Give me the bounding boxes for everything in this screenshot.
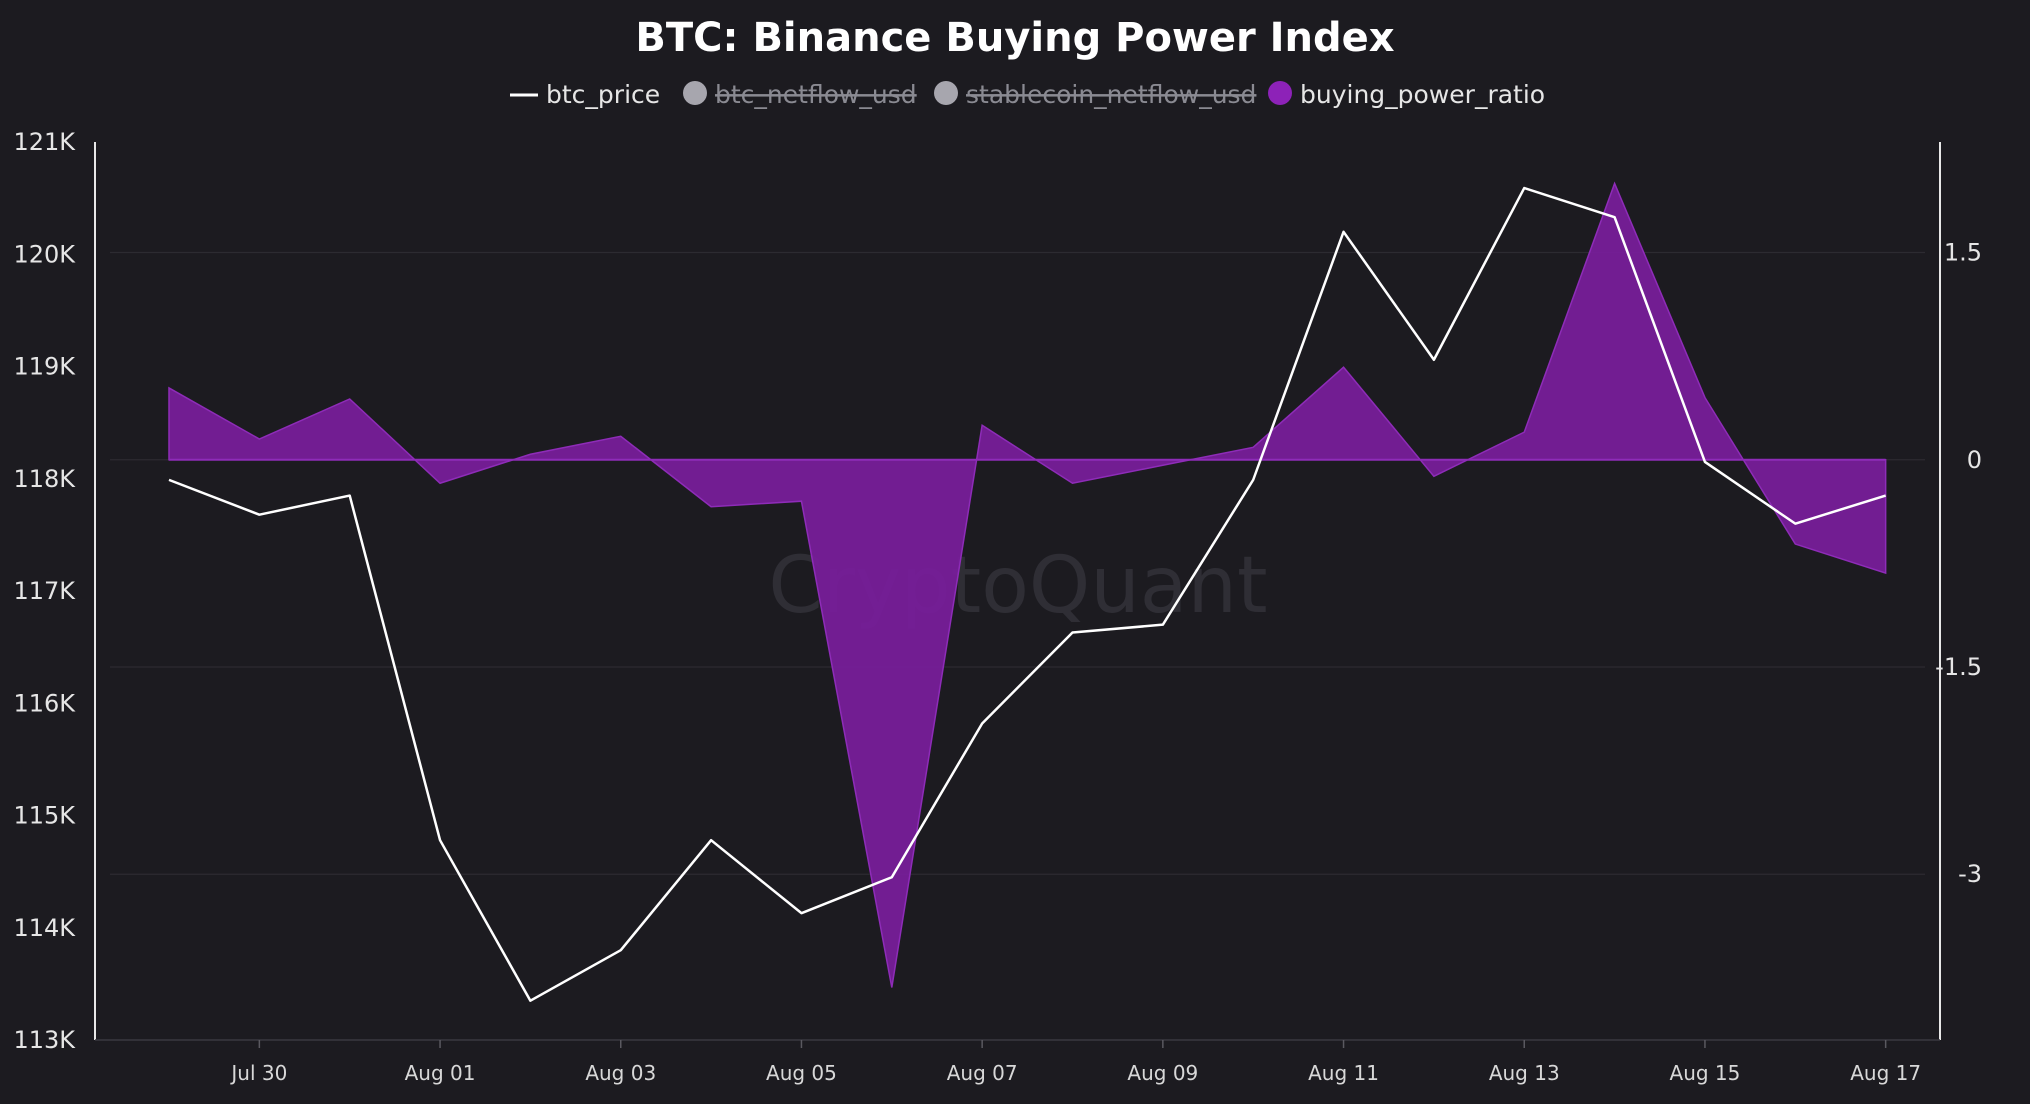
buying-power-area-layer (168, 181, 1887, 988)
left-tick-label: 118K (13, 465, 76, 493)
right-tick-label: 1.5 (1944, 239, 1982, 267)
right-axis-ticks: 1.5 0 -1.5 -3 (1935, 239, 1982, 889)
x-tick-label: Aug 07 (947, 1061, 1018, 1085)
x-tick-label: Aug 03 (585, 1061, 656, 1085)
legend-entry-label: btc_price (546, 80, 660, 109)
x-axis-ticks: Jul 30 Aug 01 Aug 03 Aug 05 Aug 07 Aug 09 Aug … (229, 1040, 1921, 1085)
x-tick-label: Aug 11 (1308, 1061, 1379, 1085)
chart-legend: btc_price btc_netflow_usd stablecoin_netfl… (510, 80, 1545, 109)
right-tick-label: -1.5 (1935, 653, 1982, 681)
buying-power-area (168, 181, 1887, 988)
left-tick-label: 120K (13, 240, 76, 268)
left-tick-label: 119K (13, 353, 76, 381)
legend-entry-label: buying_power_ratio (1300, 80, 1545, 109)
x-tick-label: Aug 01 (405, 1061, 476, 1085)
legend-dot-swatch (934, 81, 958, 105)
left-tick-label: 116K (13, 689, 76, 717)
btc-price-line (168, 186, 1887, 1002)
right-tick-label: -3 (1958, 860, 1982, 888)
left-axis-ticks: 113K 114K 115K 116K 117K 118K 119K 120K 121K (13, 128, 76, 1054)
right-tick-label: 0 (1967, 446, 1982, 474)
btc-price-line-layer (168, 186, 1887, 1002)
x-tick-label: Aug 17 (1850, 1061, 1921, 1085)
left-tick-label: 117K (13, 577, 76, 605)
x-tick-label: Aug 13 (1489, 1061, 1560, 1085)
x-tick-label: Aug 05 (766, 1061, 837, 1085)
legend-dot-swatch (683, 81, 707, 105)
left-tick-label: 113K (13, 1026, 76, 1054)
left-tick-label: 115K (13, 802, 76, 830)
x-tick-label: Aug 09 (1127, 1061, 1198, 1085)
legend-entry-label: btc_netflow_usd (715, 80, 917, 109)
legend-entry-label: stablecoin_netflow_usd (966, 80, 1256, 109)
axes (94, 142, 1941, 1041)
x-tick-label: Jul 30 (229, 1061, 287, 1085)
x-tick-label: Aug 15 (1670, 1061, 1741, 1085)
left-tick-label: 121K (13, 128, 76, 156)
legend-dot-swatch (1268, 81, 1292, 105)
left-tick-label: 114K (13, 914, 76, 942)
chart-title: BTC: Binance Buying Power Index (635, 15, 1394, 61)
